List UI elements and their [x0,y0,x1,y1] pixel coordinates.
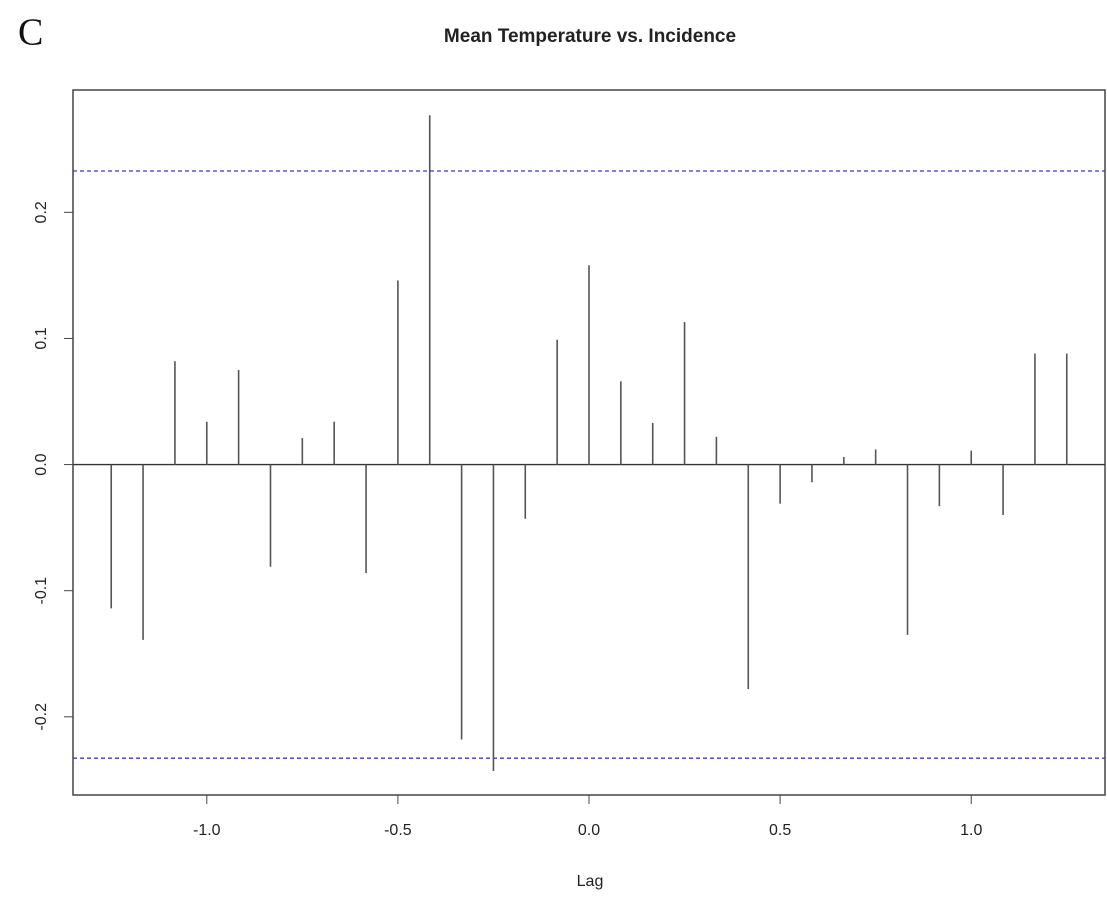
x-tick-label: 0.0 [578,822,600,839]
y-tick-label: 0.0 [33,453,50,475]
y-tick-label: 0.2 [33,201,50,223]
chart-title: Mean Temperature vs. Incidence [444,26,736,47]
y-tick-label: -0.2 [33,703,50,731]
y-tick-label: -0.1 [33,577,50,605]
x-tick-label: -1.0 [193,822,221,839]
x-tick-label: 0.5 [769,822,791,839]
x-axis-label: Lag [577,873,604,890]
x-tick-label: 1.0 [960,822,982,839]
x-tick-label: -0.5 [384,822,412,839]
y-tick-label: 0.1 [33,327,50,349]
panel-label: C [18,12,43,54]
